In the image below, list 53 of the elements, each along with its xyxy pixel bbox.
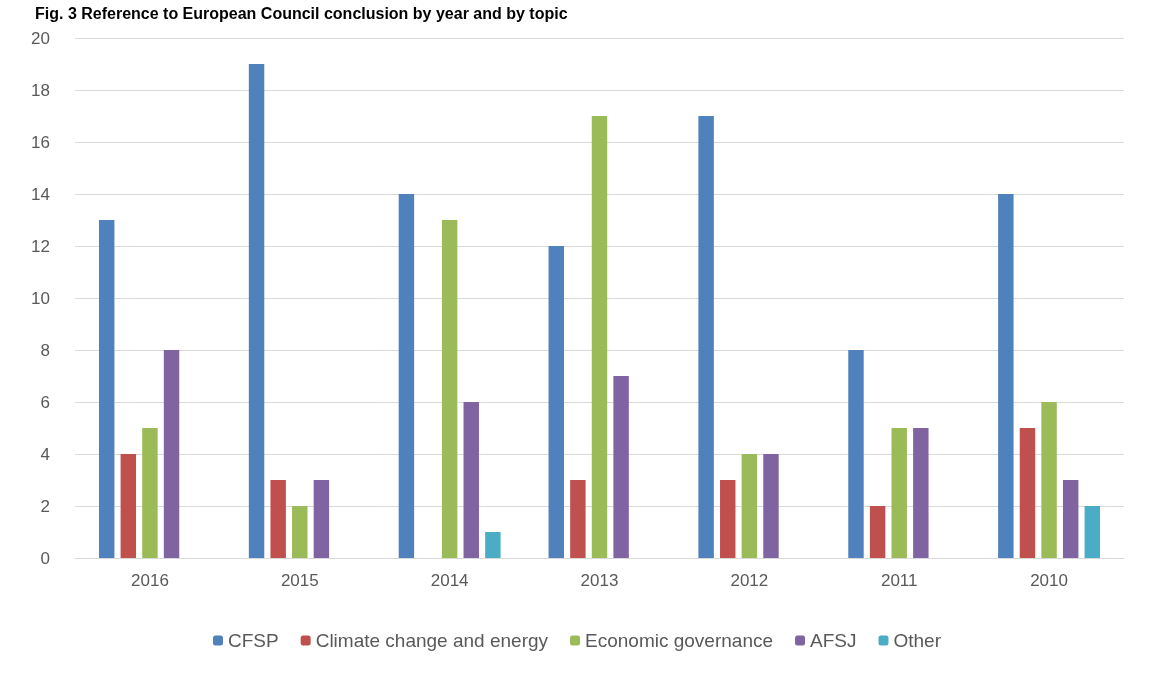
bar: [463, 402, 479, 558]
legend-label: Economic governance: [585, 630, 774, 651]
bar: [913, 428, 929, 558]
y-tick-label: 8: [40, 340, 50, 360]
bar: [270, 480, 286, 558]
bar: [398, 194, 415, 558]
bar: [163, 350, 180, 558]
bar: [313, 480, 330, 558]
bar: [292, 506, 308, 558]
bar: [570, 480, 586, 558]
legend-label: Other: [893, 630, 942, 651]
y-tick-label: 10: [31, 288, 50, 308]
bar: [613, 376, 629, 558]
x-tick-label: 2016: [131, 571, 169, 590]
bar: [1084, 506, 1101, 558]
x-tick-label: 2014: [430, 571, 469, 590]
bar: [485, 532, 501, 558]
bar: [591, 116, 608, 558]
bar: [142, 428, 158, 558]
bar: [1062, 480, 1079, 558]
y-tick-label: 4: [40, 444, 50, 464]
bar: [120, 454, 137, 558]
bar: [548, 246, 564, 558]
legend-label: AFSJ: [810, 630, 857, 651]
bar: [1019, 428, 1036, 558]
y-tick-label: 18: [31, 80, 50, 100]
bar: [441, 220, 458, 558]
y-tick-label: 16: [31, 132, 50, 152]
y-tick-label: 0: [40, 548, 50, 568]
bar: [720, 480, 736, 558]
bar: [698, 116, 714, 558]
bar: [98, 220, 115, 558]
bar: [998, 194, 1014, 558]
bar: [891, 428, 907, 558]
bar: [869, 506, 886, 558]
legend-label: Climate change and energy: [315, 630, 549, 651]
x-tick-label: 2010: [1030, 571, 1068, 590]
y-tick-label: 12: [31, 236, 50, 256]
chart-title: Fig. 3 Reference to European Council conclusion by year and by topic: [35, 4, 568, 22]
bar: [1041, 402, 1057, 558]
x-tick-label: 2011: [880, 571, 918, 590]
bar: [848, 350, 864, 558]
y-tick-label: 14: [31, 184, 50, 204]
x-tick-label: 2015: [280, 571, 319, 590]
legend-label: CFSP: [228, 630, 279, 651]
x-tick-label: 2012: [730, 571, 769, 590]
bar: [248, 64, 265, 558]
y-tick-label: 2: [40, 496, 50, 516]
bar: [763, 454, 779, 558]
y-tick-label: 20: [31, 28, 50, 48]
x-tick-label: 2013: [580, 571, 619, 590]
bar: [741, 454, 758, 558]
y-tick-label: 6: [40, 392, 50, 412]
